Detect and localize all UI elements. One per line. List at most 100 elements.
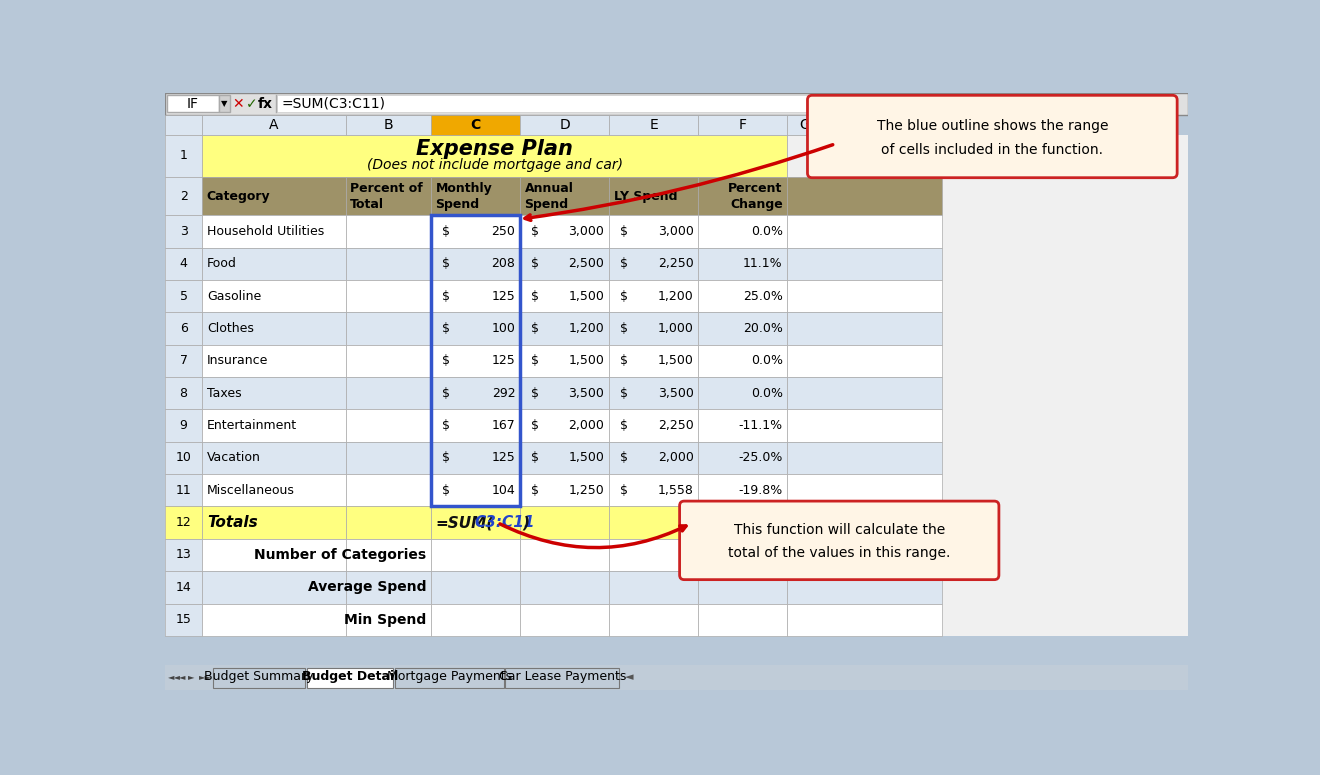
Text: $: $: [531, 387, 539, 400]
Bar: [609, 312, 698, 345]
Bar: [787, 539, 942, 571]
Text: Miscellaneous: Miscellaneous: [207, 484, 294, 497]
Text: $: $: [531, 452, 539, 464]
Text: 11.1%: 11.1%: [743, 257, 783, 270]
Bar: [202, 135, 787, 177]
Text: 292: 292: [491, 387, 515, 400]
Text: IF: IF: [187, 97, 199, 111]
Bar: [520, 409, 609, 442]
Bar: [202, 571, 346, 604]
Bar: [787, 377, 942, 409]
Text: =SUM(C3:C11): =SUM(C3:C11): [281, 97, 385, 111]
Bar: [698, 409, 787, 442]
Bar: [430, 248, 520, 280]
Bar: [520, 312, 609, 345]
Bar: [165, 604, 202, 636]
Text: 250: 250: [491, 225, 515, 238]
Bar: [202, 248, 346, 280]
Text: 2,250: 2,250: [657, 257, 693, 270]
Bar: [202, 345, 346, 377]
Bar: [609, 539, 698, 571]
Text: $: $: [620, 484, 628, 497]
Bar: [202, 115, 346, 135]
Bar: [430, 345, 520, 377]
Bar: [787, 135, 1097, 177]
Text: $: $: [531, 257, 539, 270]
Text: $: $: [442, 322, 450, 335]
Bar: [430, 571, 520, 604]
Bar: [520, 539, 609, 571]
Text: 1,558: 1,558: [657, 484, 693, 497]
Bar: [165, 409, 202, 442]
Bar: [506, 668, 619, 688]
Text: 20.0%: 20.0%: [743, 322, 783, 335]
Text: 104: 104: [491, 484, 515, 497]
Text: Spend: Spend: [436, 198, 479, 211]
Text: ✕: ✕: [232, 97, 244, 111]
Text: Average Spend: Average Spend: [308, 580, 426, 594]
Bar: [698, 604, 787, 636]
Text: 8: 8: [180, 387, 187, 400]
Bar: [165, 571, 202, 604]
Text: $: $: [442, 257, 450, 270]
Bar: [609, 474, 698, 507]
Text: $: $: [531, 354, 539, 367]
Bar: [165, 135, 202, 177]
Bar: [787, 442, 942, 474]
Bar: [609, 604, 698, 636]
Text: G: G: [800, 118, 810, 132]
Bar: [346, 571, 430, 604]
Text: fx: fx: [259, 97, 273, 111]
Bar: [609, 377, 698, 409]
Text: $: $: [620, 452, 628, 464]
Bar: [609, 115, 698, 135]
Text: Vacation: Vacation: [207, 452, 261, 464]
Text: LY Spend: LY Spend: [614, 190, 677, 203]
Bar: [346, 409, 430, 442]
Text: 0.0%: 0.0%: [751, 354, 783, 367]
Text: 0.0%: 0.0%: [751, 225, 783, 238]
Text: Taxes: Taxes: [207, 387, 242, 400]
Text: $: $: [531, 419, 539, 432]
Text: -25.0%: -25.0%: [738, 452, 783, 464]
Bar: [430, 409, 520, 442]
Bar: [202, 474, 346, 507]
Text: ►: ►: [189, 672, 195, 681]
Text: Budget Summary: Budget Summary: [205, 670, 314, 683]
Text: 100: 100: [491, 322, 515, 335]
Bar: [520, 280, 609, 312]
Bar: [609, 280, 698, 312]
Bar: [609, 571, 698, 604]
Text: $: $: [531, 484, 539, 497]
Text: Clothes: Clothes: [207, 322, 253, 335]
Bar: [520, 115, 609, 135]
Text: $: $: [620, 419, 628, 432]
Bar: [430, 442, 520, 474]
Text: C3:C11: C3:C11: [474, 515, 535, 530]
Bar: [520, 442, 609, 474]
Bar: [346, 248, 430, 280]
Bar: [698, 345, 787, 377]
Text: 1,000: 1,000: [657, 322, 693, 335]
Bar: [166, 95, 219, 112]
Text: 10: 10: [176, 452, 191, 464]
Text: =SUM(: =SUM(: [436, 515, 494, 530]
Bar: [165, 215, 202, 248]
Bar: [787, 177, 942, 215]
Bar: [609, 442, 698, 474]
Bar: [698, 215, 787, 248]
Text: $: $: [620, 257, 628, 270]
Bar: [520, 604, 609, 636]
Text: 14: 14: [176, 580, 191, 594]
Bar: [346, 215, 430, 248]
Bar: [787, 280, 942, 312]
Bar: [520, 571, 609, 604]
Text: $: $: [442, 419, 450, 432]
Text: C: C: [470, 118, 480, 132]
Text: 5: 5: [180, 290, 187, 303]
Bar: [346, 280, 430, 312]
Text: 1,500: 1,500: [569, 354, 605, 367]
Text: Change: Change: [730, 198, 783, 211]
Bar: [395, 668, 503, 688]
Bar: [520, 507, 609, 539]
